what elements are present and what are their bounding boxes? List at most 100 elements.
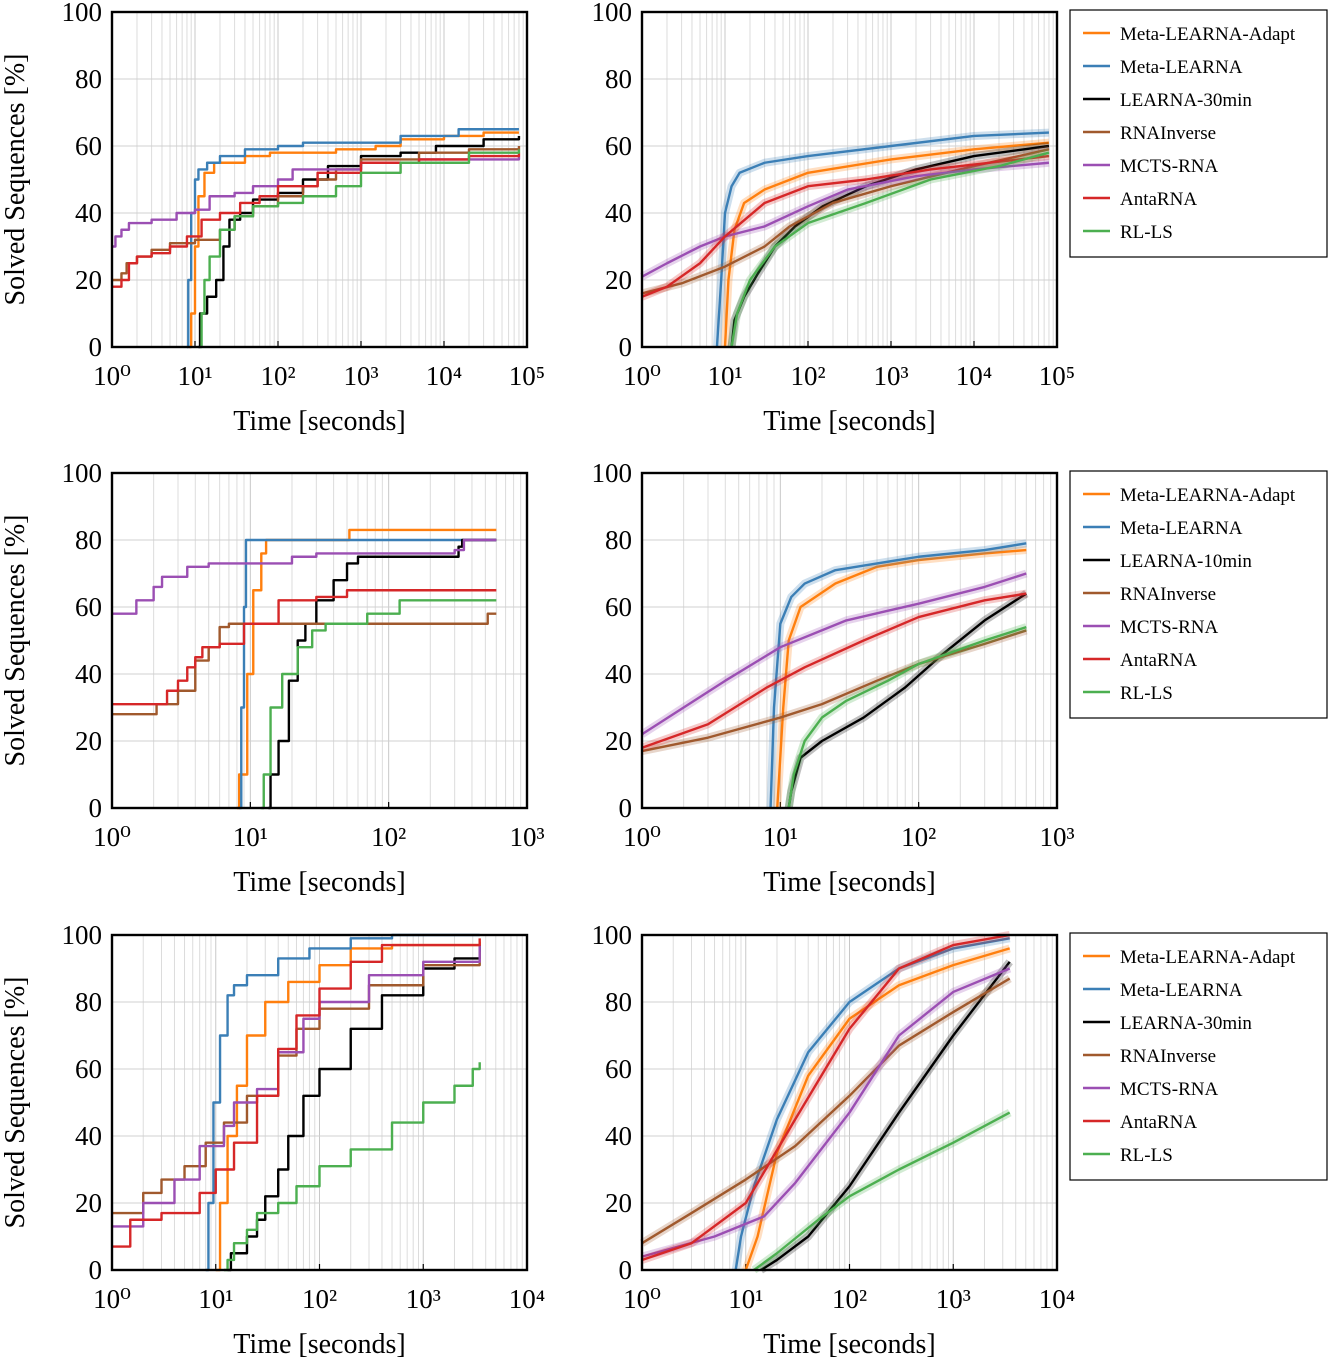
legend: Meta-LEARNA-Adapt Meta-LEARNA LEARNA-30min… [1069, 932, 1328, 1181]
y-tick-label: 0 [89, 793, 103, 823]
x-tick-label: 10⁵ [1039, 361, 1075, 391]
x-tick-label: 10³ [936, 1284, 971, 1314]
x-tick-label: 10³ [509, 822, 544, 852]
y-tick-label: 60 [75, 1054, 102, 1084]
x-tick-label: 10¹ [233, 822, 268, 852]
x-tick-label: 10³ [1039, 822, 1074, 852]
x-tick-label: 10² [302, 1284, 337, 1314]
y-tick-label: 100 [62, 458, 103, 488]
legend-entry: LEARNA-30min [1120, 90, 1252, 111]
series-line-Meta-LEARNA-Adapt [744, 947, 1011, 1271]
y-tick-label: 60 [605, 592, 632, 622]
plot-frame [110, 471, 529, 810]
y-tick-label: 0 [619, 1255, 633, 1285]
y-tick-label: 80 [75, 525, 102, 555]
series-line-RNAInverse [641, 977, 1011, 1245]
x-tick-label: 10⁴ [509, 1284, 545, 1314]
plot-frame [640, 933, 1059, 1272]
y-tick-label: 20 [605, 265, 632, 295]
y-tick-label: 60 [605, 131, 632, 161]
legend-entry: AntaRNA [1120, 1112, 1197, 1133]
y-tick-label: 20 [75, 265, 102, 295]
x-tick-label: 10² [832, 1284, 867, 1314]
plot-frame [110, 933, 529, 1272]
legend-entry: RNAInverse [1120, 1046, 1216, 1067]
series-line-LEARNA-10min [787, 592, 1027, 809]
y-axis-label: Solved Sequences [%] [0, 977, 31, 1229]
x-tick-label: 10² [790, 361, 825, 391]
x-tick-label: 10⁰ [623, 822, 661, 852]
series-line-RNAInverse [112, 612, 497, 716]
legend-box [1069, 470, 1328, 719]
y-tick-label: 80 [605, 987, 632, 1017]
series-line-Meta-LEARNA [239, 538, 497, 810]
x-tick-label: 10³ [343, 361, 378, 391]
y-tick-label: 60 [75, 131, 102, 161]
y-tick-label: 20 [605, 1188, 632, 1218]
legend-entry: Meta-LEARNA [1120, 980, 1243, 1001]
subplot-6: 0 20 40 60 80 100 10⁰ 10¹ 10² 10³ 10⁴ Time [seconds… [592, 920, 1328, 1360]
y-tick-label: 40 [605, 198, 632, 228]
x-tick-label: 10¹ [763, 822, 798, 852]
x-tick-label: 10³ [873, 361, 908, 391]
x-tick-label: 10² [260, 361, 295, 391]
x-tick-label: 10⁵ [509, 361, 545, 391]
series-line-Meta-LEARNA [734, 937, 1010, 1271]
x-tick-label: 10¹ [177, 361, 212, 391]
series-line-Meta-LEARNA-Adapt [215, 941, 481, 1272]
series-line-AntaRNA [641, 933, 1010, 1262]
plot-frame [640, 471, 1059, 810]
series-line-RL-LS [753, 1111, 1011, 1271]
series-line-LEARNA-30min [760, 961, 1011, 1272]
x-tick-label: 10³ [406, 1284, 441, 1314]
y-tick-label: 40 [75, 1121, 102, 1151]
legend-entry: Meta-LEARNA-Adapt [1120, 24, 1296, 45]
y-tick-label: 40 [75, 659, 102, 689]
x-tick-label: 10⁰ [93, 1284, 131, 1314]
y-tick-label: 0 [619, 793, 633, 823]
series-line-MCTS-RNA [641, 572, 1027, 736]
y-tick-label: 100 [592, 920, 633, 950]
subplot-5: 0 20 40 60 80 100 10⁰ 10¹ 10² 10³ 10⁴ Time [seconds… [0, 920, 545, 1360]
x-tick-label: 10⁰ [93, 361, 131, 391]
x-tick-label: 10⁴ [426, 361, 462, 391]
legend-entry: Meta-LEARNA [1120, 518, 1243, 539]
y-axis-label: Solved Sequences [%] [0, 54, 31, 306]
series-line-RNAInverse [641, 629, 1027, 753]
y-tick-label: 60 [605, 1054, 632, 1084]
series-line-AntaRNA [112, 938, 481, 1248]
x-axis-label: Time [seconds] [233, 406, 405, 437]
series-line-LEARNA-30min [198, 135, 521, 349]
y-tick-label: 40 [75, 198, 102, 228]
series-line-MCTS-RNA [112, 156, 521, 248]
legend-entry: LEARNA-30min [1120, 1013, 1252, 1034]
legend-entry: MCTS-RNA [1120, 156, 1218, 177]
x-tick-label: 10⁴ [1039, 1284, 1075, 1314]
x-axis-label: Time [seconds] [763, 1329, 935, 1360]
x-tick-label: 10⁰ [93, 822, 131, 852]
legend: Meta-LEARNA-Adapt Meta-LEARNA LEARNA-30min… [1069, 9, 1328, 258]
y-tick-label: 20 [75, 726, 102, 756]
series-line-RL-LS [730, 151, 1050, 348]
legend-entry: Meta-LEARNA [1120, 57, 1243, 78]
x-tick-label: 10¹ [198, 1284, 233, 1314]
x-axis-label: Time [seconds] [233, 867, 405, 898]
x-tick-label: 10⁴ [956, 361, 992, 391]
series-line-RL-LS [787, 625, 1027, 809]
series-band-AntaRNA [640, 589, 1027, 752]
series-line-RL-LS [223, 1062, 481, 1272]
series-line-Meta-LEARNA [205, 933, 480, 1272]
x-axis-label: Time [seconds] [763, 406, 935, 437]
series-line-Meta-LEARNA-Adapt [776, 548, 1027, 809]
y-tick-label: 80 [605, 525, 632, 555]
x-tick-label: 10¹ [728, 1284, 763, 1314]
series-line-AntaRNA [641, 592, 1027, 749]
y-tick-label: 100 [62, 0, 103, 27]
series-line-MCTS-RNA [112, 538, 497, 615]
legend-box [1069, 932, 1328, 1181]
subplot-2: 0 20 40 60 80 100 10⁰ 10¹ 10² 10³ 10⁴ 10⁵ Time [seco… [592, 0, 1328, 437]
legend-entry: RNAInverse [1120, 584, 1216, 605]
x-tick-label: 10⁰ [623, 1284, 661, 1314]
series-line-AntaRNA [641, 154, 1050, 298]
